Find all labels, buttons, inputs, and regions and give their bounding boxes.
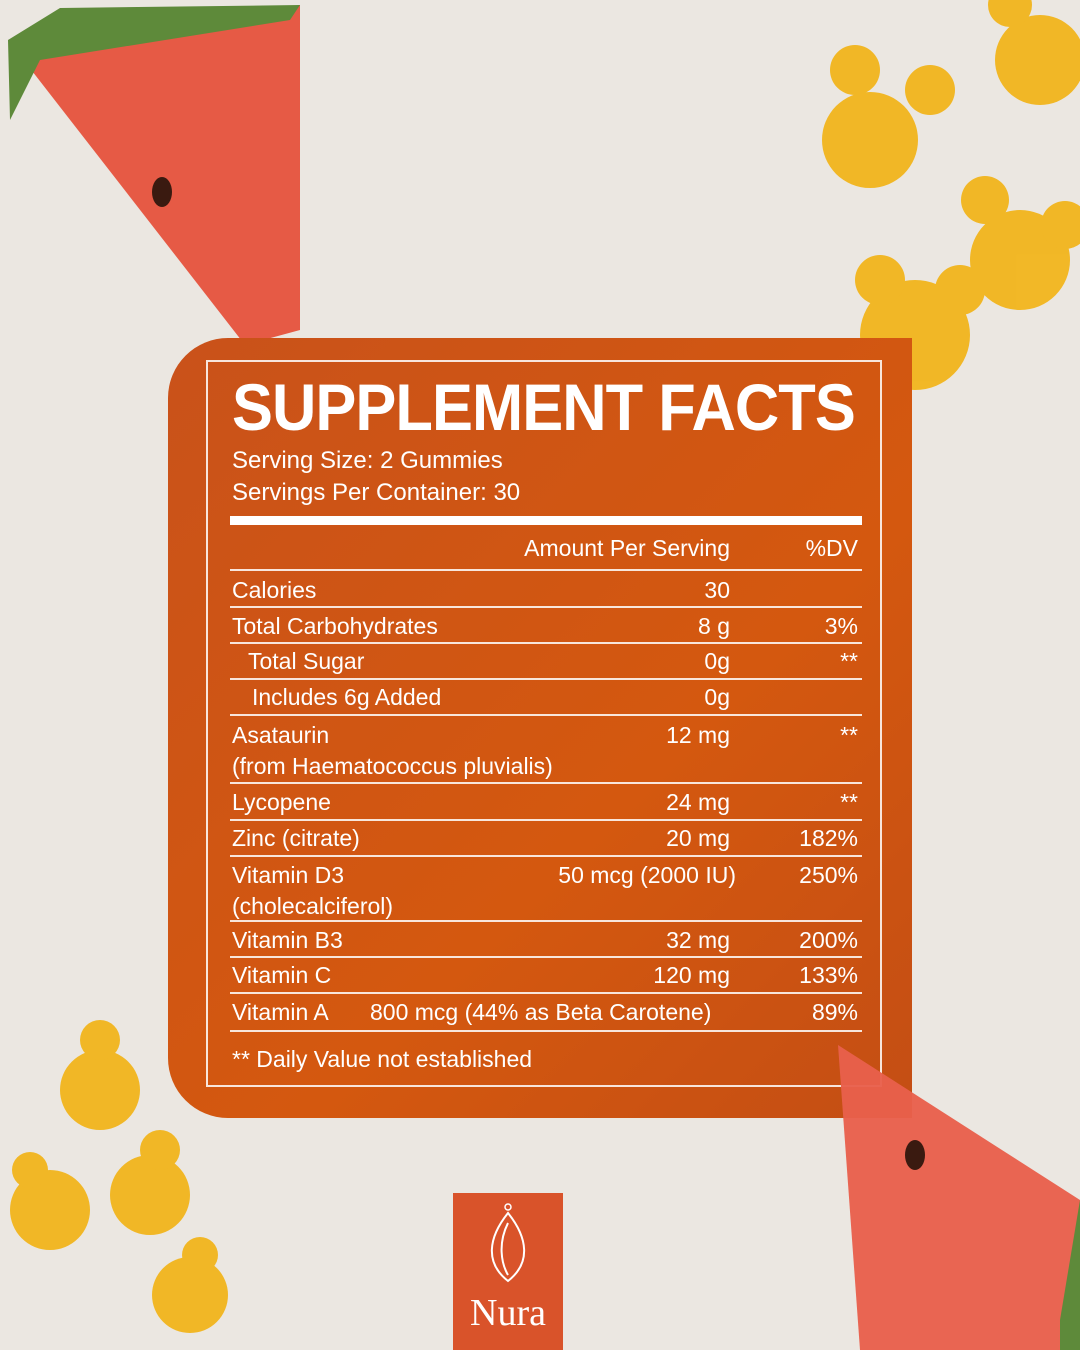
amount: 50 mcg (2000 IU) <box>558 862 736 888</box>
divider <box>230 920 862 922</box>
amount: 800 mcg (44% as Beta Carotene) <box>370 999 712 1025</box>
watermelon <box>8 5 300 345</box>
amount: 8 g <box>698 613 730 639</box>
daily-value: 250% <box>799 862 858 888</box>
nutrient: Includes 6g Added <box>252 684 442 710</box>
daily-value: ** <box>840 648 858 674</box>
row: Total Sugar 0g ** <box>232 647 858 675</box>
amount: 12 mg <box>666 722 730 748</box>
row: Zinc (citrate) 20 mg 182% <box>232 824 858 852</box>
amount: 0g <box>704 684 730 710</box>
row: Vitamin D3 (cholecalciferol) 50 mcg (200… <box>232 861 858 919</box>
divider <box>230 606 862 608</box>
row: Vitamin A 800 mcg (44% as Beta Carotene)… <box>232 998 858 1026</box>
header-row: Amount Per Serving %DV <box>232 534 858 562</box>
nutrient-detail: (cholecalciferol) <box>232 893 394 919</box>
row: Asataurin (from Haematococcus pluvialis)… <box>232 721 858 779</box>
divider <box>230 678 862 680</box>
nutrient: Zinc (citrate) <box>232 825 360 851</box>
servings-per-container: Servings Per Container: 30 <box>232 479 521 506</box>
logo-icon <box>490 1203 526 1283</box>
divider <box>230 569 862 571</box>
daily-value: 89% <box>811 999 858 1025</box>
nutrient: Vitamin D3 <box>232 862 345 888</box>
daily-value: 133% <box>799 962 858 988</box>
row: Includes 6g Added 0g <box>232 683 858 711</box>
amount: 24 mg <box>666 789 730 815</box>
facts-border <box>206 360 882 1087</box>
daily-value: 3% <box>824 613 858 639</box>
footnote: ** Daily Value not established <box>232 1046 533 1072</box>
row: Total Carbohydrates 8 g 3% <box>232 612 858 640</box>
watermelon <box>838 1045 1080 1350</box>
nutrient: Vitamin A <box>232 999 329 1025</box>
watermelon-rind <box>1060 1200 1080 1350</box>
amount: 0g <box>704 648 730 674</box>
facts-panel <box>168 338 912 1118</box>
amount: 30 <box>704 577 730 603</box>
nutrient: Total Sugar <box>248 648 365 674</box>
column-header: %DV <box>805 535 858 561</box>
seed <box>152 177 172 207</box>
logo: Nura <box>453 1193 563 1350</box>
title: SUPPLEMENT FACTS <box>232 370 856 444</box>
seed <box>905 1140 925 1170</box>
daily-value: 182% <box>799 825 858 851</box>
nutrient: Vitamin B3 <box>232 927 343 953</box>
nutrient-detail: (from Haematococcus pluvialis) <box>232 753 553 779</box>
brand: Nura <box>470 1292 546 1334</box>
row: Vitamin C 120 mg 133% <box>232 961 858 989</box>
daily-value: ** <box>840 722 858 748</box>
nutrient: Total Carbohydrates <box>232 613 438 639</box>
divider <box>230 992 862 994</box>
divider <box>230 516 862 525</box>
divider <box>230 855 862 857</box>
row: Calories 30 <box>232 576 858 604</box>
divider <box>230 782 862 784</box>
serving-size: Serving Size: 2 Gummies <box>232 447 503 474</box>
nutrient: Asataurin <box>232 722 330 748</box>
amount: 120 mg <box>653 962 730 988</box>
row: Vitamin B3 32 mg 200% <box>232 926 858 954</box>
divider <box>230 714 862 716</box>
divider <box>230 819 862 821</box>
gummies <box>10 0 1080 1333</box>
daily-value: ** <box>840 789 858 815</box>
watermelon-rind <box>8 5 300 120</box>
nutrient: Vitamin C <box>232 962 332 988</box>
row: Lycopene 24 mg ** <box>232 788 858 816</box>
daily-value: 200% <box>799 927 858 953</box>
column-header: Amount Per Serving <box>524 535 730 561</box>
divider <box>230 956 862 958</box>
nutrient: Lycopene <box>232 789 331 815</box>
nutrient: Calories <box>232 577 317 603</box>
amount: 32 mg <box>666 927 730 953</box>
divider <box>230 1030 862 1032</box>
divider <box>230 642 862 644</box>
amount: 20 mg <box>666 825 730 851</box>
